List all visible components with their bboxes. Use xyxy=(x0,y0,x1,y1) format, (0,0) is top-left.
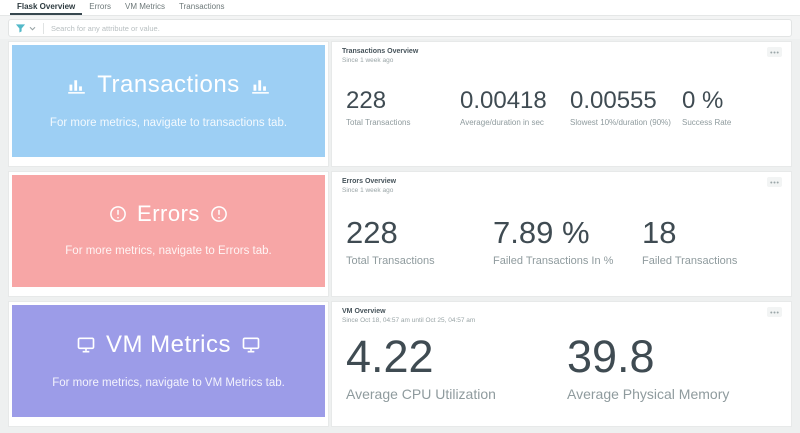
panel-title: VM Overview xyxy=(342,308,386,315)
panel-subtitle: Since 1 week ago xyxy=(342,57,394,64)
chevron-down-icon[interactable] xyxy=(29,26,36,31)
metric-value: 39.8 xyxy=(567,331,655,382)
metric-value: 0.00555 xyxy=(570,87,657,114)
vm-banner-card: VM Metrics For more metrics, navigate to… xyxy=(8,301,329,427)
errors-row: Errors For more metrics, navigate to Err… xyxy=(8,171,792,297)
alert-circle-icon xyxy=(210,205,228,223)
vm-overview-panel: VM Overview Since Oct 18, 04:57 am until… xyxy=(331,301,792,427)
panel-title: Errors Overview xyxy=(342,178,397,185)
metric-total-transactions: 228 Total Transactions xyxy=(346,215,493,267)
ellipsis-icon[interactable] xyxy=(767,307,782,317)
vm-metrics-row: VM Metrics For more metrics, navigate to… xyxy=(8,301,792,427)
metric-value: 18 xyxy=(642,215,677,250)
search-divider xyxy=(43,22,44,34)
panel-subtitle: Since 1 week ago xyxy=(342,187,394,194)
banner-title: Errors xyxy=(137,201,200,226)
tab-flask-overview[interactable]: Flask Overview xyxy=(10,0,83,15)
errors-banner-card: Errors For more metrics, navigate to Err… xyxy=(8,171,329,297)
metric-value: 4.22 xyxy=(346,331,434,382)
tab-transactions[interactable]: Transactions xyxy=(179,2,225,11)
metric-failed-percent: 7.89 % Failed Transactions In % xyxy=(493,215,642,267)
dashboard-content: Transactions For more metrics, navigate … xyxy=(0,39,800,427)
transactions-row: Transactions For more metrics, navigate … xyxy=(8,41,792,167)
metric-avg-memory: 39.8 Average Physical Memory xyxy=(567,331,730,403)
metric-label: Total Transactions xyxy=(346,254,435,267)
metric-success-rate: 0 % Success Rate xyxy=(682,87,732,127)
transactions-overview-panel: Transactions Overview Since 1 week ago 2… xyxy=(331,41,792,167)
monitor-icon xyxy=(76,335,96,355)
banner-title: Transactions xyxy=(97,71,240,98)
search-input[interactable] xyxy=(51,23,785,33)
metric-total-transactions: 228 Total Transactions xyxy=(346,87,460,127)
metric-label: Failed Transactions xyxy=(642,254,738,267)
search-strip xyxy=(0,16,800,39)
funnel-icon[interactable] xyxy=(15,23,26,34)
metric-failed-transactions: 18 Failed Transactions xyxy=(642,215,738,267)
metric-average-duration: 0.00418 Average/duration in sec xyxy=(460,87,570,127)
bar-chart-icon xyxy=(66,75,87,96)
ellipsis-icon[interactable] xyxy=(767,47,782,57)
metric-label: Total Transactions xyxy=(346,117,411,127)
metric-label: Average Physical Memory xyxy=(567,386,730,403)
metric-value: 0.00418 xyxy=(460,87,547,114)
panel-subtitle: Since Oct 18, 04:57 am until Oct 25, 04:… xyxy=(342,317,476,324)
metric-label: Success Rate xyxy=(682,117,732,127)
metric-label: Average CPU Utilization xyxy=(346,386,496,403)
metric-slowest-duration: 0.00555 Slowest 10%/duration (90%) xyxy=(570,87,682,127)
bar-chart-icon xyxy=(250,75,271,96)
metric-value: 7.89 % xyxy=(493,215,590,250)
metric-value: 0 % xyxy=(682,87,724,114)
transactions-banner-card: Transactions For more metrics, navigate … xyxy=(8,41,329,167)
metric-value: 228 xyxy=(346,87,387,114)
metric-label: Average/duration in sec xyxy=(460,117,544,127)
tab-errors[interactable]: Errors xyxy=(89,2,112,11)
panel-title: Transactions Overview xyxy=(342,48,419,55)
transactions-banner: Transactions For more metrics, navigate … xyxy=(12,45,325,157)
metric-label: Failed Transactions In % xyxy=(493,254,614,267)
tab-vm-metrics[interactable]: VM Metrics xyxy=(125,2,166,11)
metric-avg-cpu: 4.22 Average CPU Utilization xyxy=(346,331,567,403)
errors-banner: Errors For more metrics, navigate to Err… xyxy=(12,175,325,287)
vm-banner: VM Metrics For more metrics, navigate to… xyxy=(12,305,325,417)
tab-bar: Flask Overview Errors VM Metrics Transac… xyxy=(0,0,800,16)
banner-subtitle: For more metrics, navigate to VM Metrics… xyxy=(52,377,285,389)
metric-value: 228 xyxy=(346,215,398,250)
monitor-icon xyxy=(241,335,261,355)
ellipsis-icon[interactable] xyxy=(767,177,782,187)
errors-overview-panel: Errors Overview Since 1 week ago 228 Tot… xyxy=(331,171,792,297)
banner-subtitle: For more metrics, navigate to Errors tab… xyxy=(65,245,272,257)
banner-subtitle: For more metrics, navigate to transactio… xyxy=(49,117,288,129)
banner-title: VM Metrics xyxy=(106,331,231,358)
search-bar[interactable] xyxy=(8,19,792,37)
metric-label: Slowest 10%/duration (90%) xyxy=(570,117,671,127)
alert-circle-icon xyxy=(109,205,127,223)
